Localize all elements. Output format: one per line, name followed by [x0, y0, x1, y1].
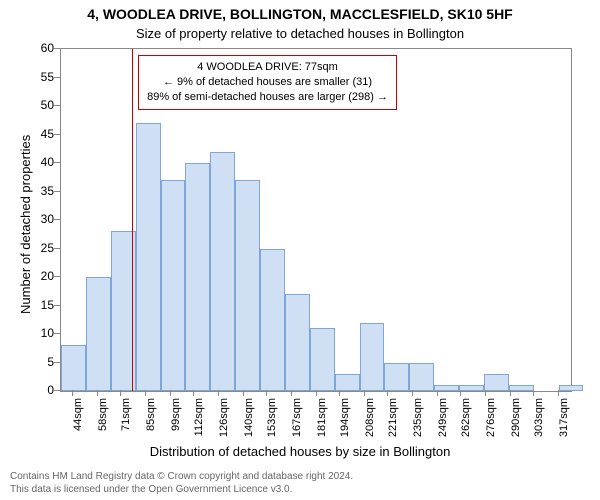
- x-tick-label: 44sqm: [72, 398, 84, 448]
- annotation-line-2: ← 9% of detached houses are smaller (31): [147, 75, 388, 90]
- x-tick-label: 290sqm: [510, 398, 522, 448]
- y-tick-label: 50: [24, 98, 54, 112]
- x-tick-label: 317sqm: [558, 398, 570, 448]
- y-tick-mark: [54, 105, 60, 106]
- x-tick-label: 181sqm: [316, 398, 328, 448]
- histogram-bar: [409, 363, 434, 392]
- y-tick-mark: [54, 390, 60, 391]
- x-tick-mark: [437, 390, 438, 396]
- histogram-bar: [61, 345, 86, 391]
- x-tick-label: 85sqm: [145, 398, 157, 448]
- x-tick-mark: [364, 390, 365, 396]
- histogram-bar: [136, 123, 161, 391]
- x-tick-mark: [218, 390, 219, 396]
- x-tick-label: 99sqm: [170, 398, 182, 448]
- histogram-bar: [335, 374, 360, 391]
- x-tick-mark: [485, 390, 486, 396]
- x-tick-label: 58sqm: [97, 398, 109, 448]
- plot-area: 4 WOODLEA DRIVE: 77sqm ← 9% of detached …: [60, 48, 572, 392]
- x-tick-label: 126sqm: [218, 398, 230, 448]
- y-tick-mark: [54, 77, 60, 78]
- x-tick-mark: [97, 390, 98, 396]
- x-tick-label: 262sqm: [460, 398, 472, 448]
- histogram-bar: [185, 163, 210, 391]
- x-tick-mark: [145, 390, 146, 396]
- x-tick-label: 167sqm: [291, 398, 303, 448]
- marker-line: [132, 49, 133, 391]
- histogram-bar: [310, 328, 335, 391]
- x-tick-mark: [460, 390, 461, 396]
- x-tick-label: 153sqm: [266, 398, 278, 448]
- histogram-bar: [360, 323, 385, 391]
- y-tick-mark: [54, 134, 60, 135]
- x-tick-mark: [266, 390, 267, 396]
- histogram-bar: [235, 180, 260, 391]
- x-tick-label: 112sqm: [193, 398, 205, 448]
- y-tick-mark: [54, 276, 60, 277]
- y-tick-mark: [54, 162, 60, 163]
- x-tick-mark: [316, 390, 317, 396]
- y-tick-label: 10: [24, 326, 54, 340]
- histogram-bar: [484, 374, 509, 391]
- x-tick-mark: [291, 390, 292, 396]
- histogram-bar: [161, 180, 186, 391]
- x-tick-mark: [412, 390, 413, 396]
- x-tick-label: 276sqm: [485, 398, 497, 448]
- histogram-bar: [384, 363, 409, 392]
- y-axis-label: Number of detached properties: [18, 135, 33, 314]
- histogram-bar: [434, 385, 459, 391]
- x-tick-mark: [387, 390, 388, 396]
- x-tick-mark: [170, 390, 171, 396]
- y-tick-label: 0: [24, 383, 54, 397]
- histogram-bar: [509, 385, 534, 391]
- histogram-bar: [260, 249, 285, 392]
- y-tick-mark: [54, 219, 60, 220]
- histogram-bar: [559, 385, 584, 391]
- footer: Contains HM Land Registry data © Crown c…: [10, 471, 590, 496]
- x-tick-label: 249sqm: [437, 398, 449, 448]
- footer-line-1: Contains HM Land Registry data © Crown c…: [10, 471, 590, 484]
- x-tick-label: 208sqm: [364, 398, 376, 448]
- x-tick-label: 303sqm: [533, 398, 545, 448]
- x-tick-label: 71sqm: [120, 398, 132, 448]
- y-tick-label: 5: [24, 355, 54, 369]
- y-tick-mark: [54, 362, 60, 363]
- x-tick-label: 194sqm: [339, 398, 351, 448]
- y-tick-label: 60: [24, 41, 54, 55]
- x-tick-mark: [72, 390, 73, 396]
- annotation-line-3: 89% of semi-detached houses are larger (…: [147, 90, 388, 105]
- y-tick-mark: [54, 333, 60, 334]
- chart-title: 4, WOODLEA DRIVE, BOLLINGTON, MACCLESFIE…: [0, 6, 600, 22]
- x-tick-label: 221sqm: [387, 398, 399, 448]
- chart-subtitle: Size of property relative to detached ho…: [0, 26, 600, 41]
- x-tick-mark: [243, 390, 244, 396]
- y-tick-mark: [54, 48, 60, 49]
- annotation-box: 4 WOODLEA DRIVE: 77sqm ← 9% of detached …: [138, 55, 397, 110]
- x-axis-label: Distribution of detached houses by size …: [0, 444, 600, 459]
- x-tick-label: 140sqm: [243, 398, 255, 448]
- x-tick-mark: [558, 390, 559, 396]
- y-tick-mark: [54, 248, 60, 249]
- histogram-bar: [459, 385, 484, 391]
- x-tick-mark: [510, 390, 511, 396]
- histogram-bar: [210, 152, 235, 391]
- footer-line-2: This data is licensed under the Open Gov…: [10, 484, 590, 497]
- histogram-bar: [86, 277, 111, 391]
- histogram-bar: [285, 294, 310, 391]
- x-tick-label: 235sqm: [412, 398, 424, 448]
- x-tick-mark: [533, 390, 534, 396]
- chart-container: 4, WOODLEA DRIVE, BOLLINGTON, MACCLESFIE…: [0, 0, 600, 500]
- y-tick-mark: [54, 191, 60, 192]
- annotation-line-1: 4 WOODLEA DRIVE: 77sqm: [147, 60, 388, 75]
- x-tick-mark: [120, 390, 121, 396]
- x-tick-mark: [193, 390, 194, 396]
- y-tick-mark: [54, 305, 60, 306]
- y-tick-label: 55: [24, 70, 54, 84]
- x-tick-mark: [339, 390, 340, 396]
